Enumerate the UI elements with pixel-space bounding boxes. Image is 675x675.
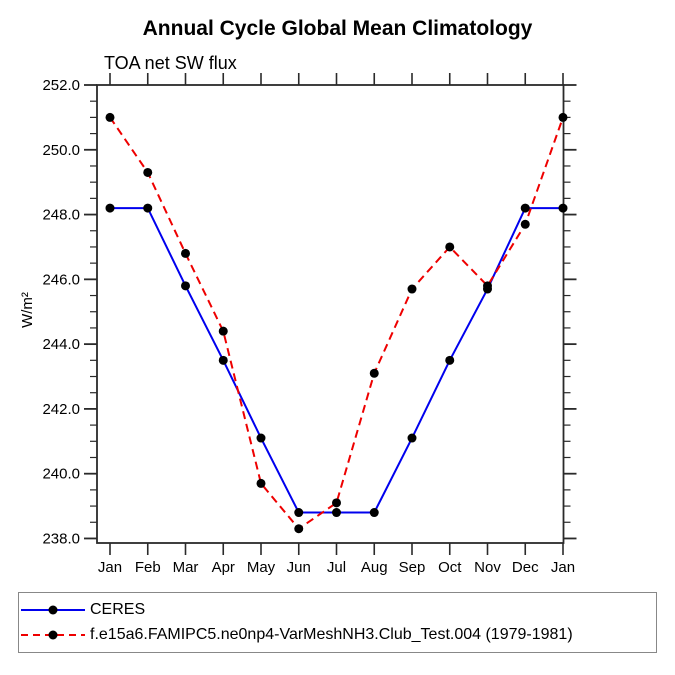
y-tick-label: 238.0	[42, 530, 80, 547]
ceres-data-point	[558, 203, 568, 213]
y-tick-label: 244.0	[42, 336, 80, 353]
model-data-point	[369, 368, 379, 378]
legend-row-ceres: CERES	[19, 599, 656, 621]
model-data-point	[256, 478, 266, 488]
ceres-data-point	[181, 281, 190, 291]
y-tick-label: 252.0	[42, 77, 80, 94]
ceres-data-point	[369, 508, 379, 518]
y-tick-label: 246.0	[42, 271, 80, 288]
ceres-data-point	[332, 508, 341, 518]
x-tick-label: Jan	[98, 559, 122, 576]
y-tick-label: 240.0	[42, 466, 80, 483]
plot-border	[96, 84, 565, 544]
ceres-line-sample	[21, 605, 85, 615]
model-data-point	[218, 326, 228, 336]
model-data-point	[445, 242, 455, 252]
x-tick-label: Sep	[399, 559, 426, 576]
model-data-point	[520, 219, 530, 229]
x-tick-label: Oct	[438, 559, 462, 576]
chart-title: Annual Cycle Global Mean Climatology	[142, 17, 533, 40]
legend-label-model: f.e15a6.FAMIPC5.ne0np4-VarMeshNH3.Club_T…	[90, 626, 573, 643]
legend-label-ceres: CERES	[90, 601, 146, 618]
axis-tick-labels: 238.0 240.0 242.0 244.0 246.0 248.0 250.0 252.0…	[42, 77, 575, 576]
chart-subtitle: TOA net SW flux	[104, 53, 237, 73]
data-point-markers	[105, 112, 568, 534]
ceres-data-point	[294, 508, 304, 518]
legend-box: CERES f.e15a6.FAMIPC5.ne0np4-VarMeshNH3.…	[18, 592, 657, 653]
model-data-point	[407, 284, 417, 294]
ceres-data-point	[256, 433, 266, 443]
model-data-point	[181, 248, 190, 258]
plot-frame	[96, 84, 565, 544]
x-tick-label: Aug	[361, 559, 388, 576]
model-data-point	[483, 281, 492, 291]
model-data-point	[105, 112, 115, 122]
ceres-data-point	[407, 433, 417, 443]
legend-row-model: f.e15a6.FAMIPC5.ne0np4-VarMeshNH3.Club_T…	[19, 624, 656, 646]
axis-ticks	[84, 73, 577, 555]
x-tick-label: Jun	[287, 559, 311, 576]
x-tick-label: Feb	[135, 559, 161, 576]
ceres-data-point	[520, 203, 530, 213]
x-tick-label: Nov	[474, 559, 501, 576]
model-data-point	[558, 112, 568, 122]
ceres-series-line	[110, 207, 563, 514]
ceres-data-point	[143, 203, 153, 213]
y-tick-label: 248.0	[42, 207, 80, 224]
model-data-point	[143, 167, 153, 177]
model-line-sample	[21, 630, 85, 640]
series-lines	[109, 116, 564, 531]
y-tick-label: 250.0	[42, 142, 80, 159]
y-tick-label: 242.0	[42, 401, 80, 418]
x-tick-label: May	[247, 559, 276, 576]
x-tick-label: Jul	[327, 559, 346, 576]
model-data-point	[332, 498, 341, 508]
x-tick-label: Dec	[512, 559, 539, 576]
x-tick-label: Jan	[551, 559, 575, 576]
model-data-point	[294, 524, 304, 534]
ceres-data-point	[218, 355, 228, 365]
ceres-data-point	[105, 203, 115, 213]
x-tick-label: Apr	[212, 559, 235, 576]
ceres-data-point	[445, 355, 455, 365]
model-series-line	[109, 116, 564, 531]
x-tick-label: Mar	[173, 559, 199, 576]
